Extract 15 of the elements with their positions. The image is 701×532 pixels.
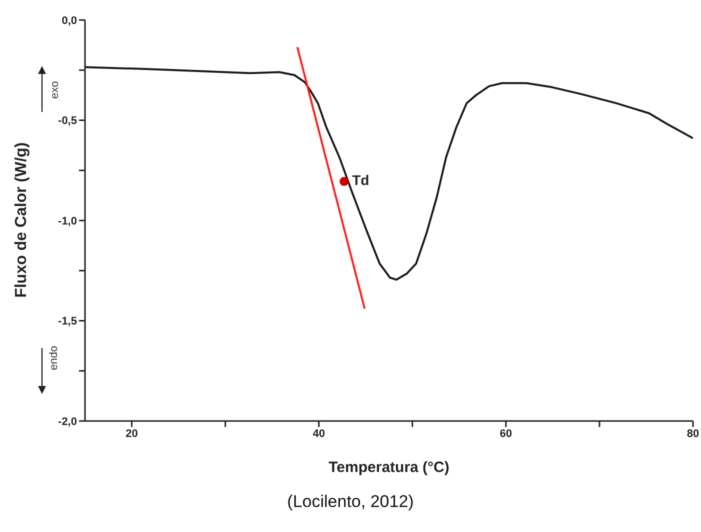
y-tick-label: -0,5 [58,115,77,128]
text: (Locilento, 2012) [286,492,415,512]
text: exo [48,81,61,99]
x-tick-label: 60 [500,428,512,440]
x-axis-title: Temperatura (°C) [328,459,450,476]
y-tick-label: -1,5 [58,316,77,328]
y-tick-label: -2,0 [58,416,77,428]
x-tick-label: 80 [686,428,700,440]
y-axis-title: Fluxo de Calor (W/g) [13,140,31,300]
x-tick-label: 20 [126,428,138,440]
annotation: Td [352,172,370,188]
y-tick-label: -1,0 [58,215,77,228]
text: endo [48,346,60,370]
y-tick-label: 0,0 [62,14,77,27]
x-tick-label: 40 [312,428,325,440]
